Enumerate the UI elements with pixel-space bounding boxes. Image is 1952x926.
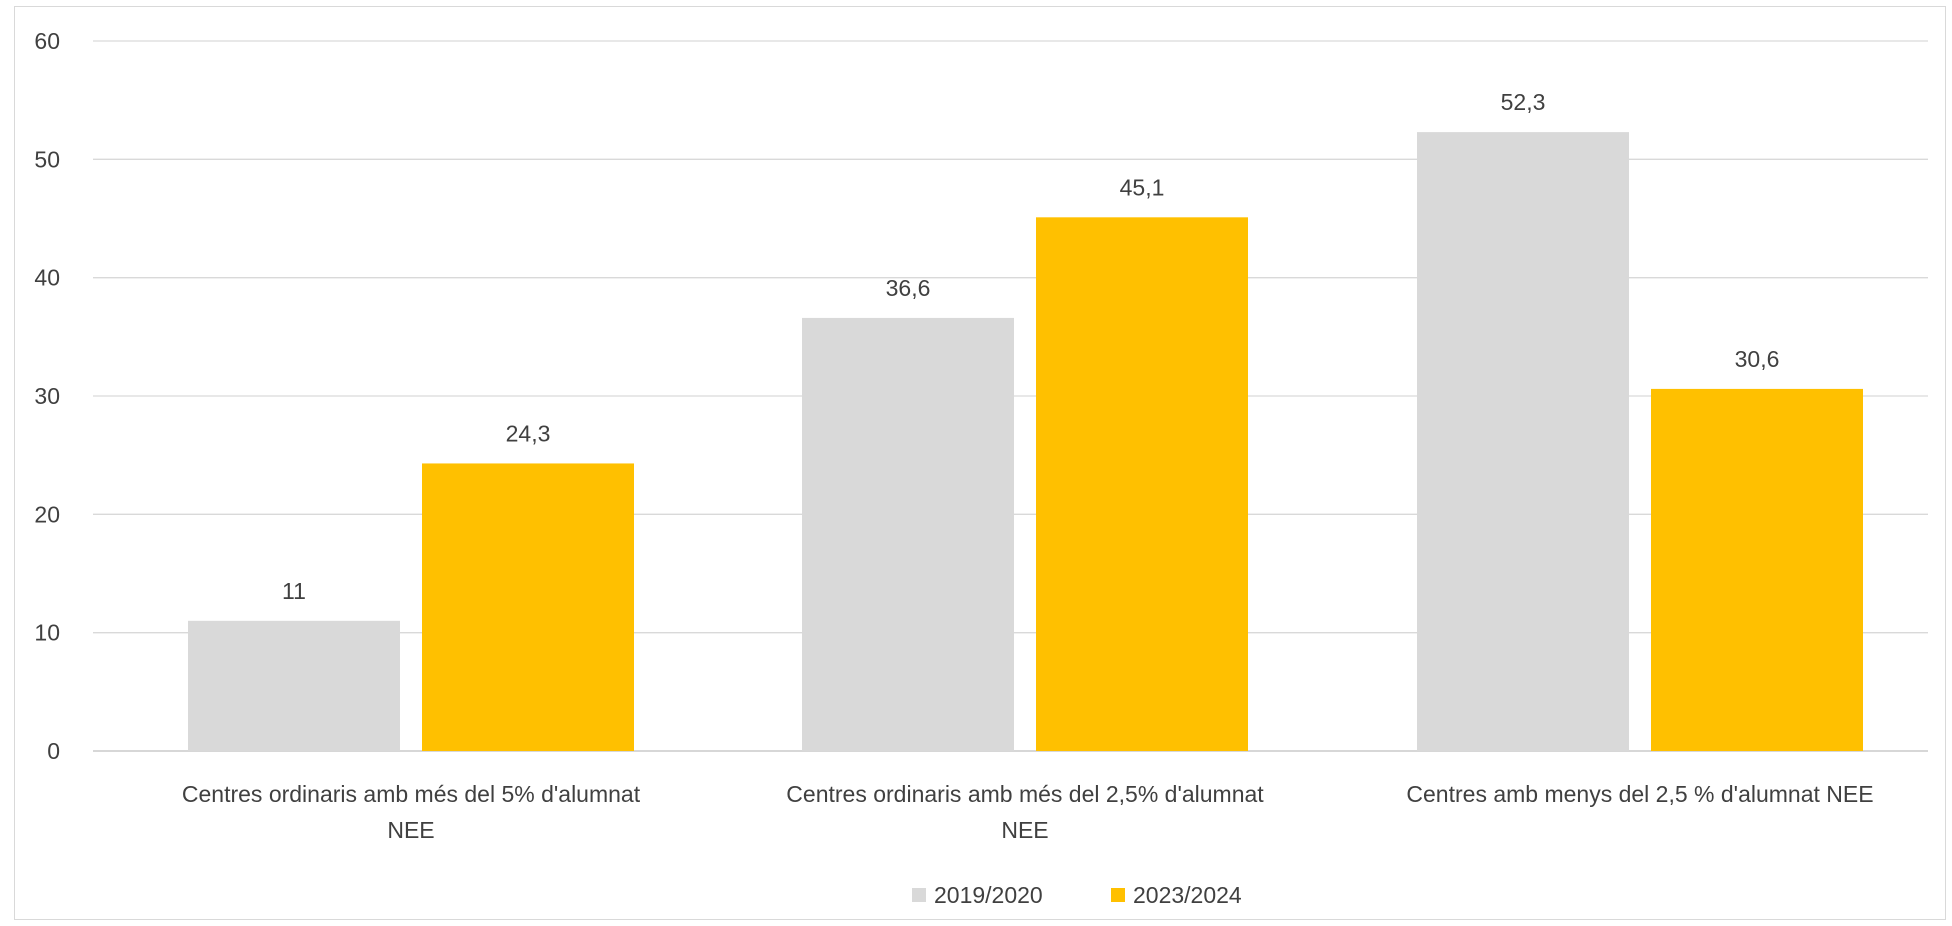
data-label: 11 [282,578,306,604]
data-label: 52,3 [1501,89,1546,115]
bar[interactable] [188,620,400,751]
y-tick-label: 30 [34,383,60,409]
category-label: Centres ordinaris amb més del 5% d'alumn… [182,781,641,807]
legend-label: 2023/2024 [1133,882,1242,908]
bar[interactable] [1651,388,1863,751]
y-tick-label: 40 [34,265,60,291]
bar[interactable] [802,317,1014,751]
y-tick-label: 50 [34,146,60,172]
category-label: Centres ordinaris amb més del 2,5% d'alu… [786,781,1264,807]
category-label: NEE [387,817,434,843]
y-tick-label: 20 [34,501,60,527]
bar[interactable] [1417,132,1629,751]
category-label: NEE [1001,817,1048,843]
chart-frame [14,6,1946,920]
data-label: 45,1 [1120,174,1165,200]
data-label: 30,6 [1735,346,1780,372]
y-tick-label: 0 [47,738,60,764]
legend-label: 2019/2020 [934,882,1043,908]
data-label: 24,3 [506,420,551,446]
y-tick-label: 60 [34,28,60,54]
bar[interactable] [422,463,634,751]
bar[interactable] [1036,217,1248,752]
data-label: 36,6 [886,275,931,301]
legend-swatch [912,888,926,902]
y-tick-label: 10 [34,620,60,646]
legend-swatch [1111,888,1125,902]
category-label: Centres amb menys del 2,5 % d'alumnat NE… [1406,781,1873,807]
